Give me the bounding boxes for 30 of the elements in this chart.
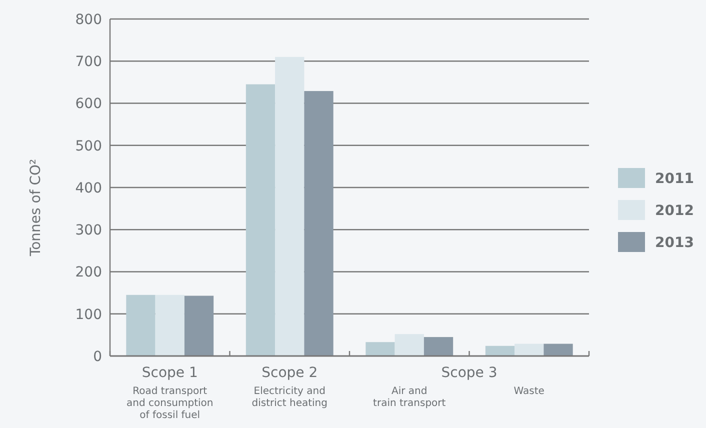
y-tick-label: 100	[75, 306, 102, 323]
x-tick-label: Waste	[514, 386, 544, 397]
bar	[394, 334, 424, 356]
y-tick-label: 600	[75, 96, 102, 112]
y-tick-label: 200	[75, 264, 102, 281]
y-tick-label: 500	[75, 138, 102, 154]
bar	[514, 344, 544, 356]
y-tick-label: 300	[75, 222, 102, 239]
legend-label: 2012	[655, 202, 694, 219]
bar	[424, 337, 454, 356]
y-tick-label: 800	[75, 12, 102, 28]
y-tick-label: 700	[75, 54, 102, 70]
x-tick-label: Air and train transport	[373, 386, 446, 409]
legend-label: 2013	[655, 234, 694, 251]
y-axis-title: Tonnes of CO²	[28, 158, 44, 258]
bar	[275, 56, 304, 356]
y-tick-label: 0	[93, 348, 102, 365]
bar	[544, 344, 573, 356]
bar	[366, 342, 395, 356]
y-tick-label: 400	[75, 180, 102, 196]
text: Scope 3	[441, 365, 498, 381]
bar	[304, 91, 334, 356]
bar	[246, 84, 276, 356]
x-tick-label: Scope 1 Road transport and consumption of fossil fuel	[126, 365, 214, 421]
bar	[155, 294, 184, 356]
x-tick-label: Scope 2 Electricity and district heating	[252, 365, 328, 409]
bar	[126, 294, 156, 356]
legend-label: 2011	[655, 170, 694, 187]
bar	[485, 346, 515, 356]
bar	[184, 296, 214, 356]
